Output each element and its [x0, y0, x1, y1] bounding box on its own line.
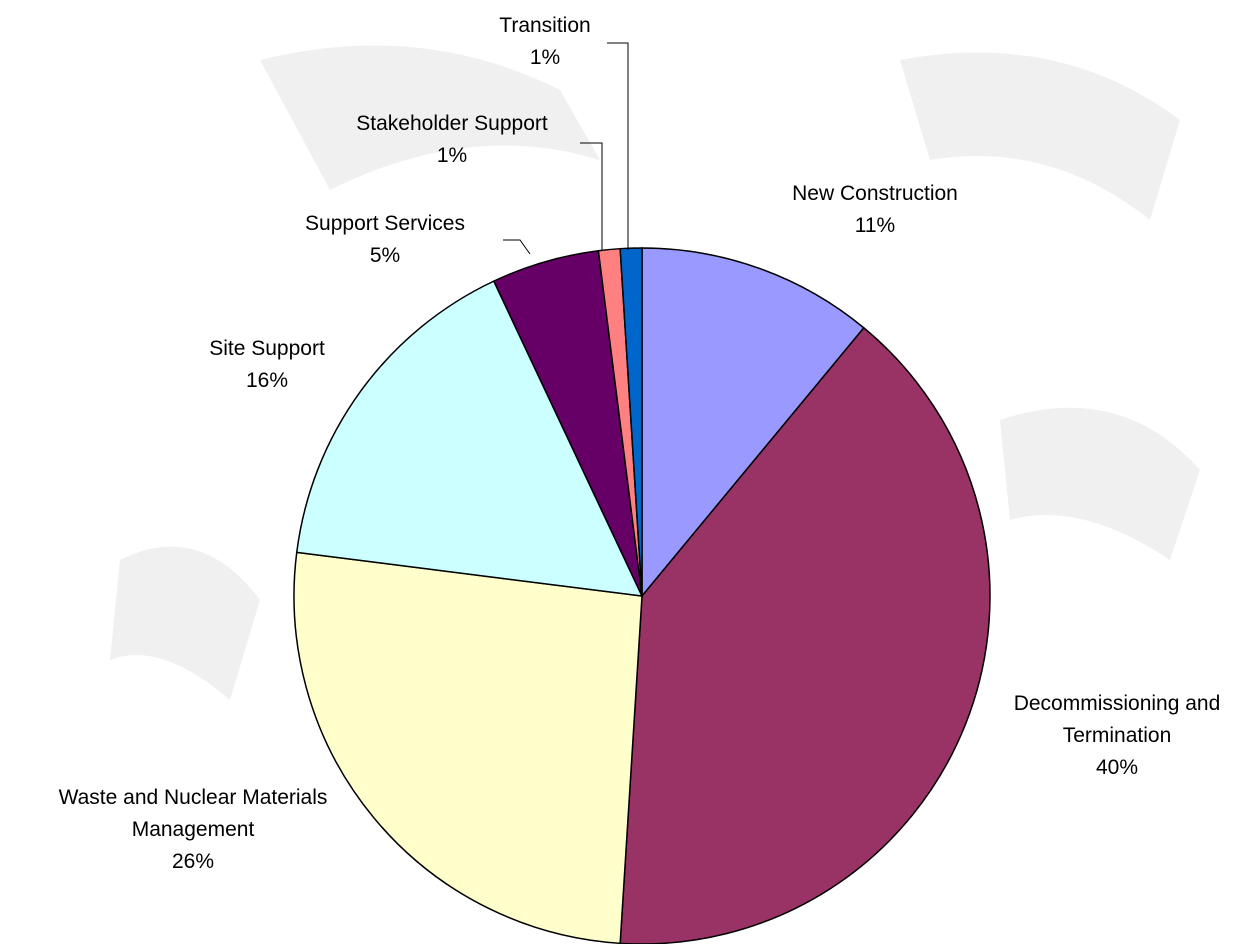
category-label: New Construction — [792, 182, 958, 205]
value-label: 11% — [855, 214, 895, 237]
slice-label: New Construction 11% — [745, 178, 1005, 242]
slice — [294, 552, 642, 943]
leader-line — [607, 43, 628, 250]
category-label: Waste and Nuclear Materials Management — [59, 786, 328, 841]
value-label: 1% — [437, 144, 467, 167]
value-label: 16% — [246, 369, 288, 392]
value-label: 40% — [1096, 756, 1138, 779]
category-label: Decommissioning and Termination — [1014, 692, 1221, 747]
slices — [294, 248, 990, 944]
page: New Construction 11% Decommissioning and T… — [0, 0, 1255, 944]
category-label: Stakeholder Support — [356, 112, 547, 135]
category-label: Support Services — [305, 212, 465, 235]
slice-label: Waste and Nuclear Materials Management 26… — [3, 782, 383, 878]
slice-label: Decommissioning and Termination 40% — [977, 688, 1255, 784]
value-label: 26% — [172, 850, 214, 873]
value-label: 1% — [530, 46, 560, 69]
slice-label: Support Services 5% — [265, 208, 505, 272]
category-label: Transition — [499, 14, 590, 37]
slice-label: Transition 1% — [465, 10, 625, 74]
leader-line — [503, 240, 530, 254]
slice-label: Site Support 16% — [167, 333, 367, 397]
category-label: Site Support — [209, 337, 325, 360]
value-label: 5% — [370, 244, 400, 267]
slice-label: Stakeholder Support 1% — [312, 108, 592, 172]
